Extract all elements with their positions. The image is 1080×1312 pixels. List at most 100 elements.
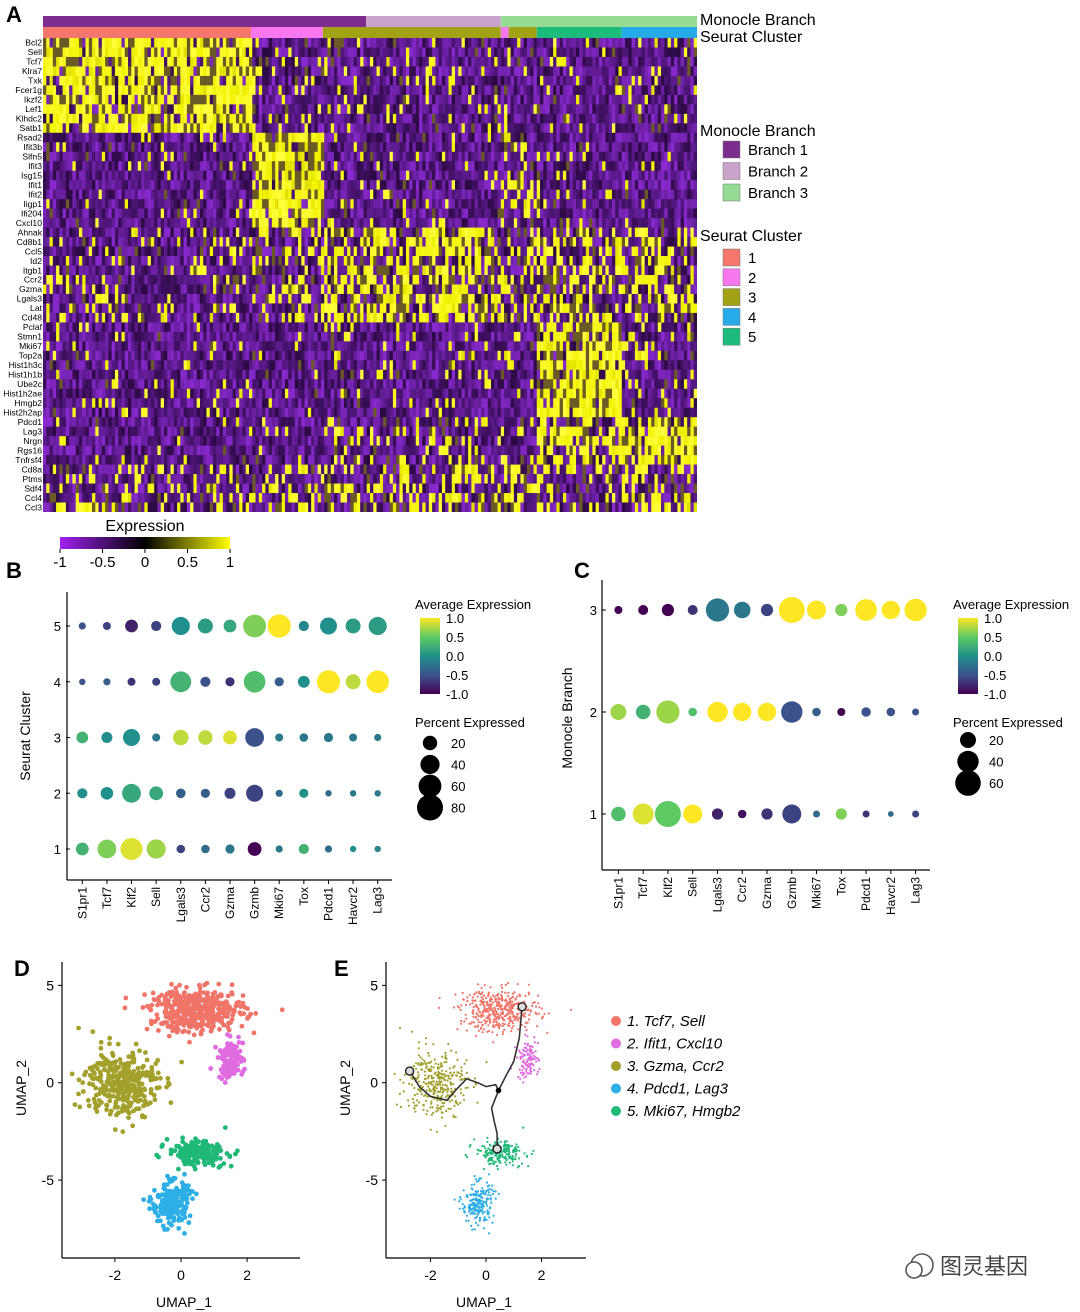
heatmap-cell	[141, 218, 145, 228]
heatmap-cell	[340, 142, 345, 152]
heatmap-cell	[245, 199, 250, 209]
heatmap-cell	[193, 256, 197, 266]
heatmap-cell	[356, 47, 361, 58]
heatmap-cell	[43, 104, 47, 115]
heatmap-cell	[199, 56, 204, 67]
heatmap-cell	[229, 123, 233, 133]
heatmap-cell	[638, 132, 642, 143]
heatmap-cell	[360, 246, 364, 257]
heatmap-cell	[177, 237, 181, 247]
heatmap-cell	[412, 265, 417, 276]
heatmap-cell	[69, 256, 73, 266]
heatmap-cell	[173, 66, 178, 77]
heatmap-cell	[425, 104, 430, 115]
heatmap-cell	[546, 104, 551, 115]
heatmap-cell	[150, 85, 155, 96]
heatmap-cell	[667, 180, 672, 190]
heatmap-cell	[526, 132, 531, 143]
heatmap-cell	[314, 199, 318, 209]
heatmap-cell	[356, 180, 361, 190]
heatmap-cell	[298, 218, 302, 228]
heatmap-cell	[213, 132, 217, 143]
heatmap-cell	[582, 56, 587, 67]
heatmap-cell	[667, 38, 672, 48]
heatmap-cell	[311, 246, 315, 257]
heatmap-cell	[409, 66, 413, 77]
heatmap-cell	[657, 113, 662, 124]
heatmap-cell	[523, 265, 528, 276]
heatmap-cell	[271, 123, 276, 133]
heatmap-cell	[62, 75, 67, 86]
heatmap-cell	[114, 208, 119, 219]
heatmap-cell	[556, 113, 560, 124]
heatmap-cell	[150, 47, 155, 58]
heatmap-cell	[186, 85, 191, 96]
heatmap-cell	[500, 85, 505, 96]
heatmap-cell	[595, 38, 600, 48]
heatmap-cell	[219, 56, 224, 67]
heatmap-cell	[422, 265, 426, 276]
heatmap-cell	[458, 189, 462, 200]
heatmap-cell	[615, 113, 619, 124]
heatmap-cell	[464, 94, 469, 105]
heatmap-cell	[239, 199, 243, 209]
heatmap-cell	[517, 180, 521, 190]
heatmap-cell	[471, 66, 475, 77]
heatmap-cell	[625, 142, 629, 152]
heatmap-cell	[543, 75, 547, 86]
heatmap-cell	[82, 208, 86, 219]
heatmap-cell	[49, 199, 54, 209]
heatmap-cell	[353, 208, 358, 219]
heatmap-cell	[670, 161, 675, 171]
heatmap-cell	[88, 132, 93, 143]
heatmap-cell	[474, 113, 479, 124]
heatmap-cell	[78, 132, 83, 143]
heatmap-cell	[536, 237, 541, 247]
heatmap-cell	[546, 199, 551, 209]
heatmap-cell	[644, 170, 649, 181]
heatmap-cell	[605, 189, 610, 200]
heatmap-cell	[405, 47, 410, 58]
heatmap-cell	[474, 75, 479, 86]
heatmap-cell	[75, 56, 80, 67]
heatmap-cell	[327, 47, 332, 58]
heatmap-cell	[268, 237, 273, 247]
heatmap-cell	[294, 208, 299, 219]
heatmap-cell	[677, 237, 681, 247]
heatmap-cell	[458, 104, 462, 115]
heatmap-cell	[275, 75, 279, 86]
heatmap-cell	[468, 208, 472, 219]
heatmap-cell	[487, 104, 492, 115]
heatmap-cell	[589, 123, 593, 133]
heatmap-cell	[314, 94, 318, 105]
heatmap-cell	[147, 123, 152, 133]
heatmap-cell	[576, 189, 580, 200]
heatmap-cell	[412, 161, 417, 171]
heatmap-cell	[82, 218, 86, 228]
heatmap-cell	[399, 47, 403, 58]
heatmap-cell	[167, 94, 171, 105]
heatmap-cell	[566, 170, 570, 181]
heatmap-cell	[180, 180, 184, 190]
heatmap-cell	[477, 142, 482, 152]
heatmap-cell	[281, 132, 286, 143]
heatmap-cell	[651, 180, 655, 190]
heatmap-cell	[396, 189, 400, 200]
heatmap-cell	[235, 161, 240, 171]
heatmap-cell	[114, 104, 119, 115]
heatmap-cell	[82, 170, 86, 181]
heatmap-cell	[219, 113, 224, 124]
heatmap-cell	[484, 94, 489, 105]
heatmap-cell	[330, 199, 335, 209]
heatmap-cell	[56, 66, 60, 77]
heatmap-cell	[173, 265, 178, 276]
heatmap-cell	[147, 189, 152, 200]
heatmap-cell	[311, 180, 315, 190]
heatmap-cell	[252, 208, 256, 219]
heatmap-cell	[657, 227, 662, 238]
heatmap-cell	[242, 104, 247, 115]
heatmap-cell	[523, 66, 528, 77]
heatmap-cell	[134, 199, 139, 209]
heatmap-cell	[108, 47, 112, 58]
heatmap-cell	[687, 246, 691, 257]
